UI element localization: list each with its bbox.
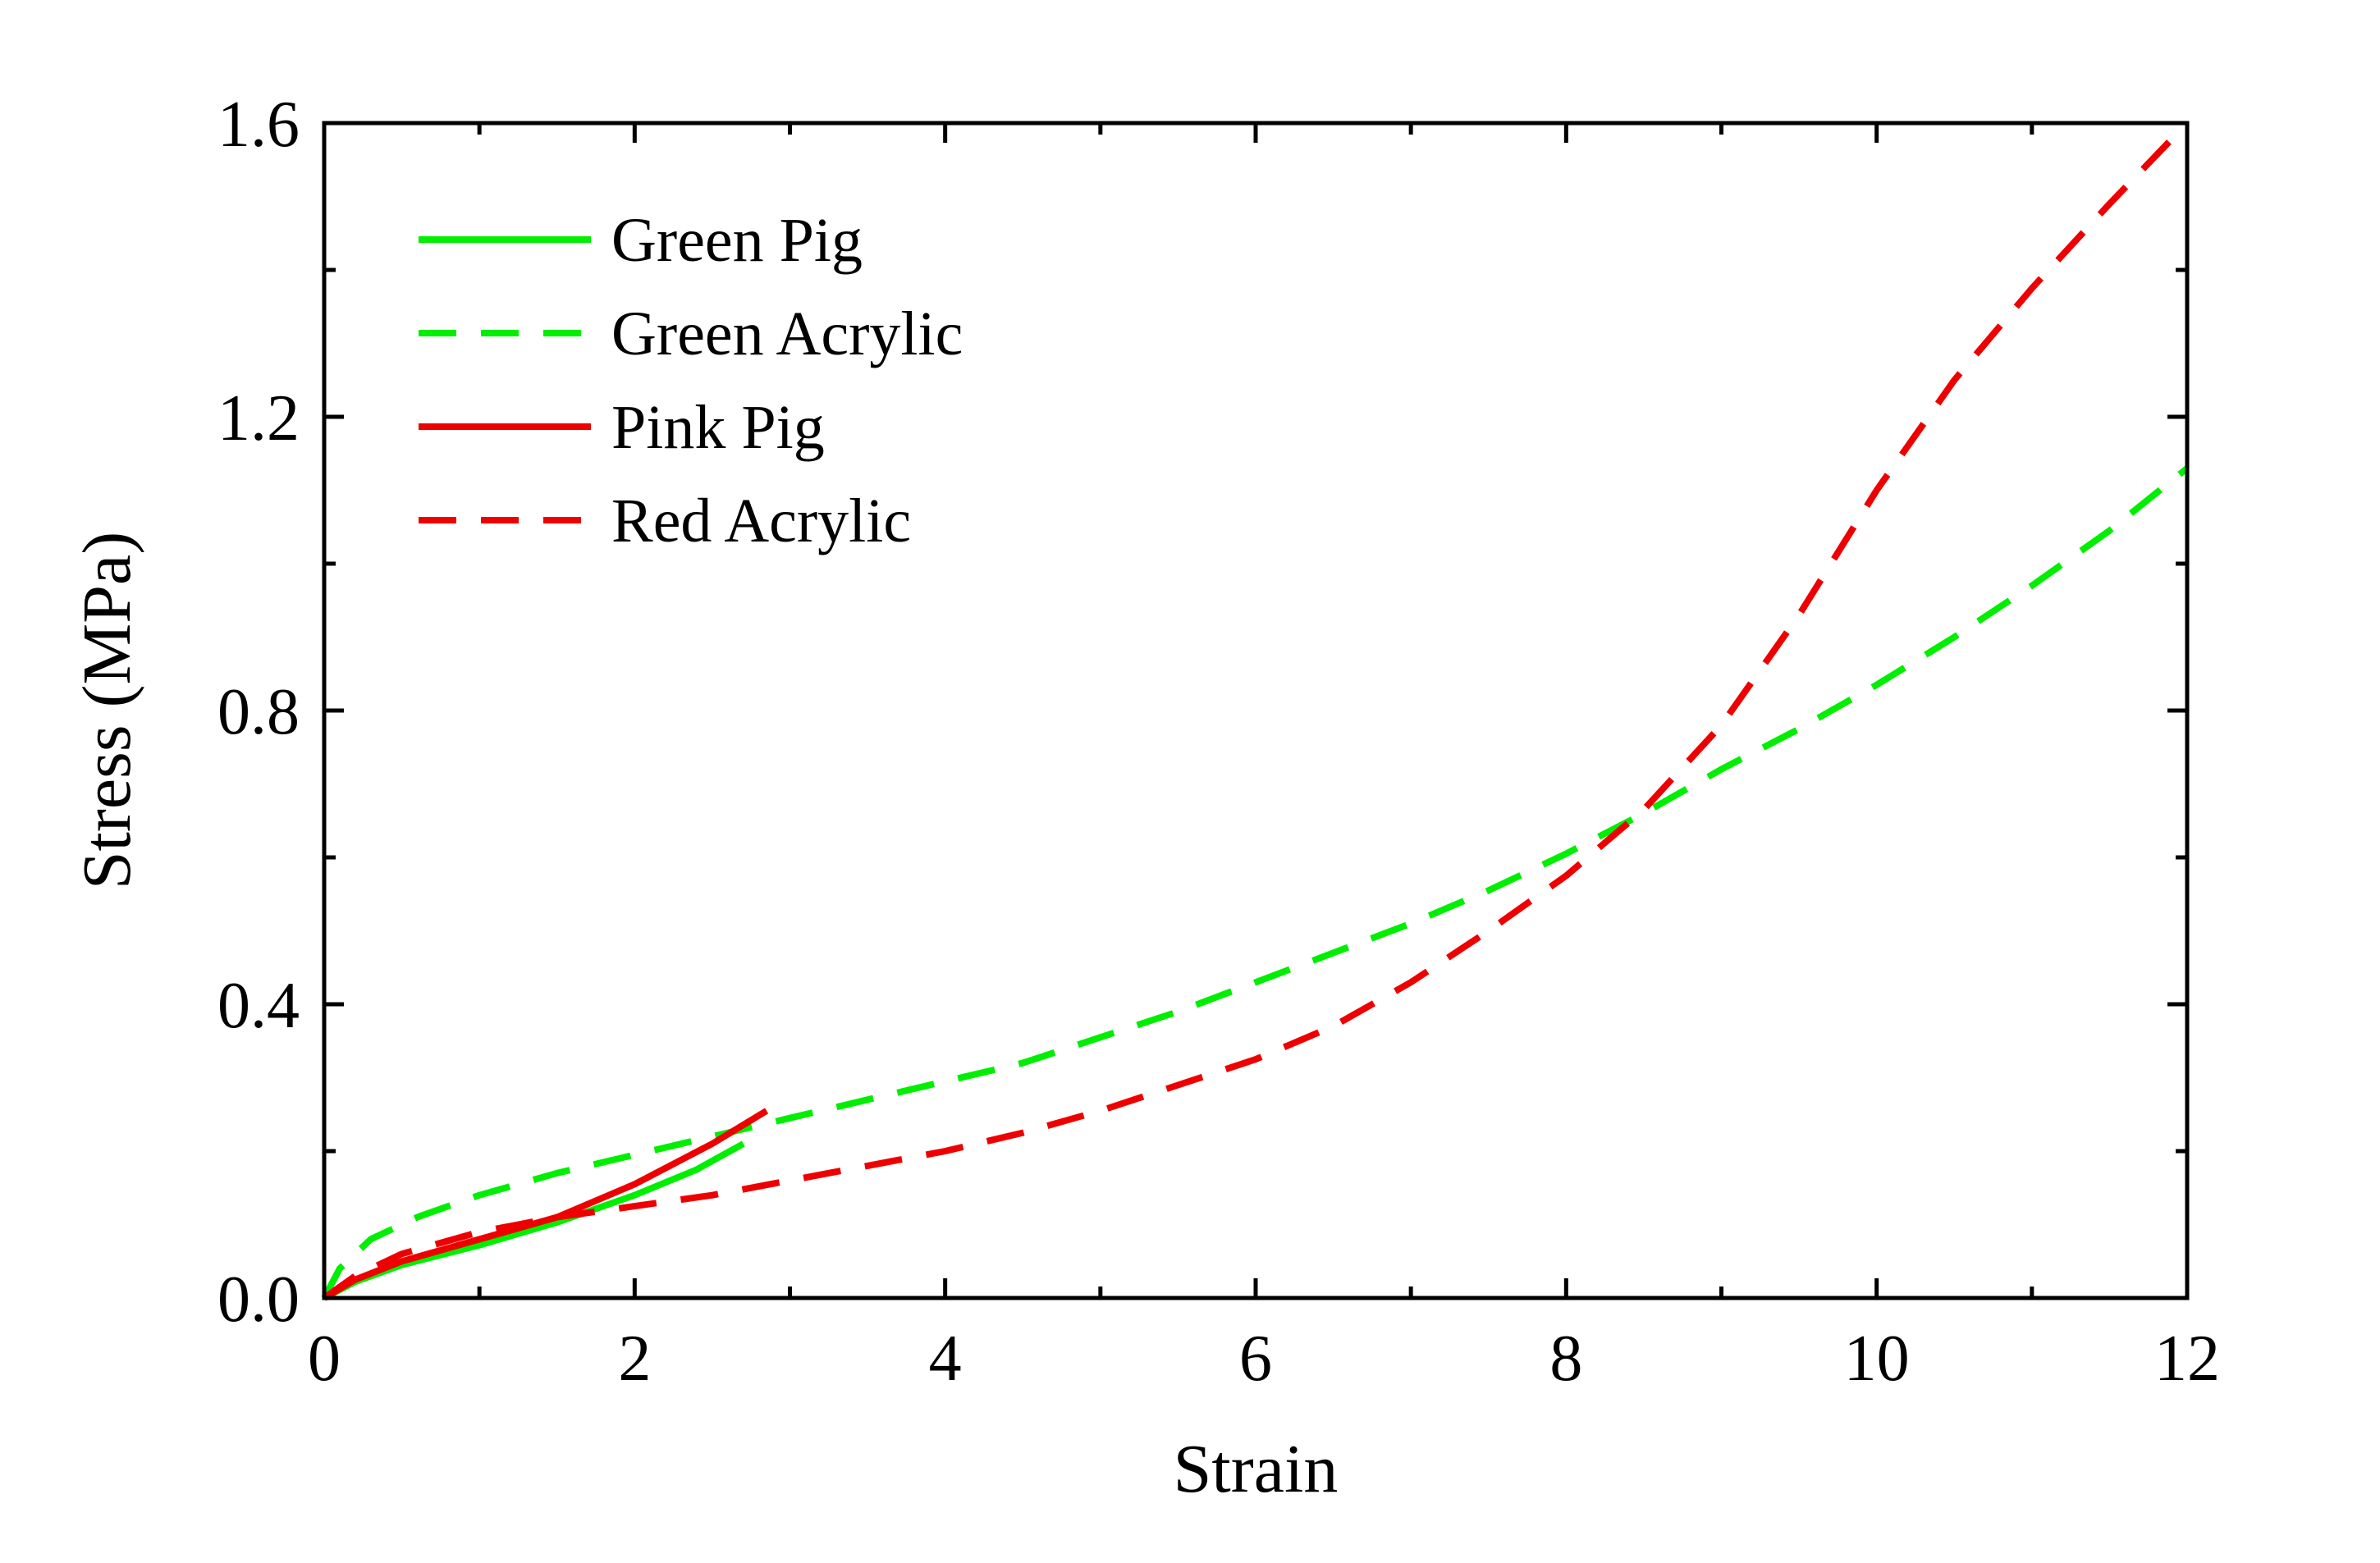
legend: Green Pig Green Acrylic Pink Pig Red Acryli… — [419, 206, 963, 555]
series-line-red-acrylic — [322, 121, 2190, 1301]
series-line-green-acrylic — [321, 465, 2190, 1300]
legend-label-green-pig: Green Pig — [611, 206, 863, 275]
x-tick-label: 8 — [1549, 1323, 1582, 1395]
y-tick-label: 1.2 — [217, 382, 300, 455]
x-tick-label: 10 — [1844, 1323, 1910, 1395]
tick-layer: 0 2 4 6 8 10 12 0.0 0.4 0.8 1.2 1.6 — [217, 89, 2220, 1395]
y-tick-label: 0.0 — [217, 1264, 300, 1336]
x-tick-label: 4 — [929, 1323, 962, 1395]
x-tick-label: 0 — [308, 1323, 341, 1395]
series-line-pink-pig — [322, 1108, 769, 1301]
x-tick-label: 6 — [1239, 1323, 1272, 1395]
series-layer — [321, 121, 2190, 1301]
legend-label-pink-pig: Pink Pig — [611, 393, 825, 462]
legend-label-red-acrylic: Red Acrylic — [611, 487, 911, 555]
x-axis-title: Strain — [1174, 1431, 1339, 1507]
legend-label-green-acrylic: Green Acrylic — [611, 299, 963, 368]
x-tick-label: 12 — [2154, 1323, 2220, 1395]
y-tick-label: 0.8 — [217, 676, 300, 748]
plot-frame — [322, 121, 2190, 1300]
y-tick-label: 1.6 — [217, 89, 300, 161]
y-tick-label: 0.4 — [217, 970, 300, 1042]
y-axis-title: Stress (MPa) — [69, 532, 145, 889]
x-tick-label: 2 — [618, 1323, 651, 1395]
